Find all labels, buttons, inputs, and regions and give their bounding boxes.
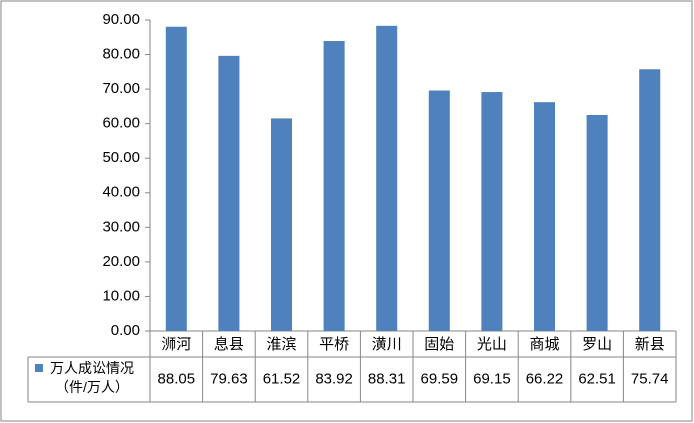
- bar: [481, 92, 503, 331]
- y-tick-label: 50.00: [102, 149, 140, 166]
- table-value: 62.51: [578, 370, 616, 387]
- x-tick-label: 浉河: [161, 336, 191, 353]
- bar: [323, 41, 345, 332]
- x-tick-label: 光山: [477, 336, 507, 353]
- table-value: 69.15: [473, 370, 511, 387]
- y-tick-label: 10.00: [102, 287, 140, 304]
- table-value: 88.31: [368, 370, 406, 387]
- x-tick-label: 淮滨: [266, 336, 296, 353]
- bar: [533, 102, 556, 331]
- x-tick-label: 固始: [424, 336, 454, 353]
- x-tick-label: 商城: [529, 336, 559, 353]
- y-tick-label: 30.00: [102, 218, 140, 235]
- bar: [428, 90, 450, 331]
- x-tick-label: 息县: [214, 336, 244, 353]
- table-value: 66.22: [526, 370, 564, 387]
- x-tick-label: 平桥: [319, 336, 349, 353]
- y-tick-label: 20.00: [102, 253, 140, 270]
- x-tick-label: 潢川: [372, 336, 402, 353]
- bar: [165, 26, 187, 331]
- x-tick-label: 新县: [635, 336, 665, 353]
- table-value: 79.63: [210, 370, 248, 387]
- legend-symbol: [35, 364, 43, 372]
- bar: [639, 69, 661, 332]
- y-tick-label: 90.00: [102, 11, 140, 28]
- bar: [218, 55, 240, 332]
- bar: [586, 114, 608, 331]
- y-tick-label: 70.00: [102, 80, 140, 97]
- x-tick-label: 罗山: [582, 336, 612, 353]
- table-value: 69.59: [421, 370, 459, 387]
- table-value: 83.92: [315, 370, 353, 387]
- bar: [270, 118, 293, 332]
- y-tick-label: 0.00: [111, 322, 140, 339]
- table-value: 75.74: [631, 370, 669, 387]
- bar: [376, 25, 398, 331]
- y-tick-label: 60.00: [102, 115, 140, 132]
- table-value: 61.52: [263, 370, 301, 387]
- legend-label: 万人成讼情况（件/万人）: [50, 360, 134, 395]
- table-value: 88.05: [158, 370, 196, 387]
- y-tick-label: 40.00: [102, 184, 140, 201]
- y-tick-label: 80.00: [102, 46, 140, 63]
